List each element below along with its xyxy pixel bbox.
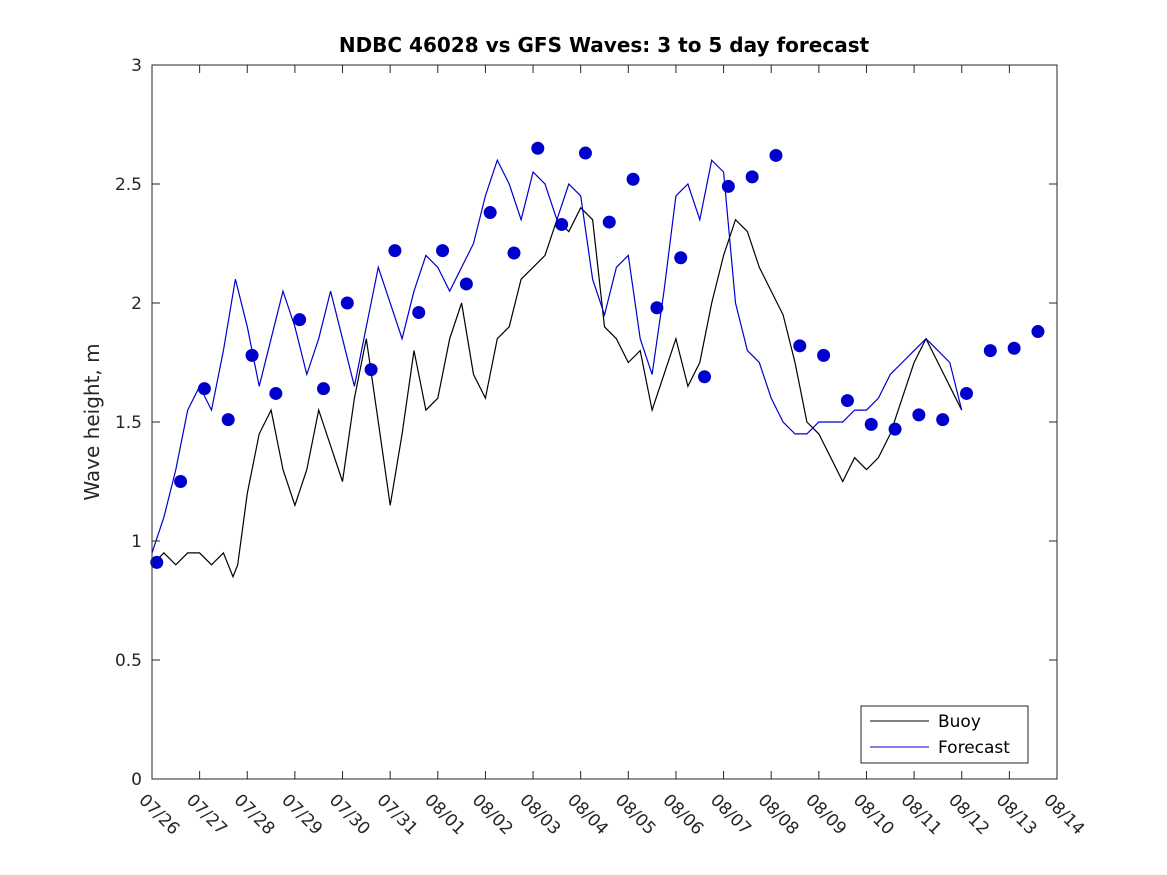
forecast-marker [174, 475, 188, 488]
forecast-marker [316, 382, 330, 396]
series-layer [150, 141, 1045, 579]
forecast-line [151, 158, 963, 554]
y-tick-label: 0.5 [115, 651, 142, 671]
forecast-marker [340, 296, 354, 310]
forecast-marker [412, 306, 426, 320]
forecast-marker [960, 386, 973, 400]
y-tick-label: 3 [131, 56, 142, 76]
forecast-marker [1007, 341, 1021, 355]
forecast-marker [197, 382, 211, 396]
forecast-marker [698, 370, 712, 384]
forecast-marker [840, 394, 854, 408]
forecast-marker [245, 348, 259, 362]
forecast-marker [578, 146, 592, 160]
chart-title: NDBC 46028 vs GFS Waves: 3 to 5 day fore… [339, 33, 870, 57]
forecast-marker [1031, 325, 1045, 339]
forecast-marker [364, 363, 378, 377]
forecast-marker [721, 179, 735, 193]
forecast-marker [483, 206, 497, 220]
y-tick-label: 1.5 [115, 413, 142, 433]
forecast-marker [388, 244, 402, 258]
legend: Buoy Forecast [860, 705, 1029, 764]
forecast-marker [983, 344, 997, 358]
forecast-marker [626, 172, 640, 186]
forecast-marker [769, 148, 783, 162]
buoy-line [151, 206, 963, 579]
forecast-marker [507, 246, 521, 260]
forecast-marker [864, 417, 878, 431]
forecast-marker [817, 348, 831, 362]
legend-label-forecast: Forecast [938, 738, 1010, 758]
legend-box [860, 705, 1029, 764]
y-tick-label: 1 [131, 532, 142, 552]
forecast-marker [888, 422, 902, 436]
forecast-marker [459, 277, 473, 291]
forecast-marker [436, 244, 450, 258]
forecast-marker [555, 217, 569, 231]
forecast-marker [674, 251, 688, 265]
forecast-marker [293, 313, 307, 327]
forecast-marker [150, 555, 164, 569]
forecast-marker [531, 141, 545, 155]
forecast-marker [221, 413, 235, 427]
forecast-marker [602, 215, 616, 229]
legend-label-buoy: Buoy [938, 712, 981, 732]
y-axis-label: Wave height, m [80, 343, 104, 500]
forecast-marker [793, 339, 807, 353]
forecast-marker [936, 413, 950, 427]
y-tick-label: 2.5 [115, 175, 142, 195]
y-tick-label: 2 [131, 294, 142, 314]
forecast-marker [912, 408, 926, 422]
forecast-marker [650, 301, 664, 315]
y-tick-label: 0 [131, 770, 142, 790]
forecast-marker [269, 386, 283, 400]
forecast-marker [745, 170, 759, 184]
